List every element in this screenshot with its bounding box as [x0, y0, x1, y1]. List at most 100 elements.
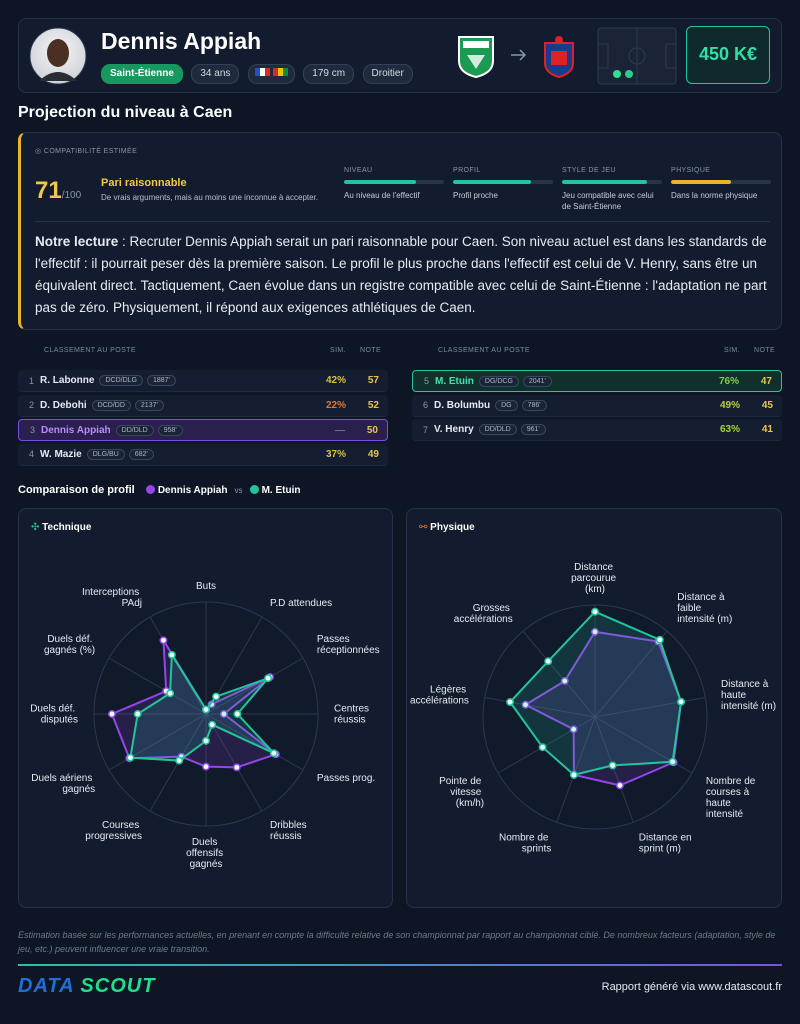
radar-point — [159, 636, 168, 645]
radar-axis-label: Distance en sprint (m) — [639, 832, 695, 854]
radar-point — [233, 710, 242, 718]
note: 50 — [366, 424, 378, 436]
comparison-legend: Comparaison de profil Dennis Appiah vs M… — [18, 484, 300, 496]
compat-label: ◎ COMPATIBILITÉ ESTIMÉE — [35, 148, 138, 155]
radar-point — [538, 743, 547, 752]
radar-axis-label: Pointe de vitesse (km/h) — [439, 776, 484, 809]
radar-axis-label: Distance à faible intensité (m) — [677, 592, 732, 625]
radar-point — [521, 700, 530, 709]
footer-line — [18, 964, 782, 966]
ranking-row: 2 D. Debohi DCD/DD 2137' 22% 52 — [18, 394, 388, 417]
radar-axis-label: Centres réussis — [334, 704, 372, 726]
score-max: /100 — [61, 190, 82, 201]
criterion-note: Dans la norme physique — [671, 191, 758, 200]
ranking-row: 5 M. Etuin DG/DCG 2041' 76% 47 — [412, 370, 782, 392]
radar-chart: Buts P.D attendues Passes réceptionnées Cen… — [30, 581, 379, 870]
radar-point — [219, 710, 228, 718]
note: 45 — [761, 399, 773, 411]
position-tag: DCD/DD — [91, 399, 131, 411]
radar-spoke — [594, 716, 634, 823]
radar-point — [655, 635, 664, 644]
radar-point — [615, 781, 624, 790]
similarity: 37% — [325, 448, 346, 460]
reading-label: Notre lecture — [35, 234, 119, 249]
radar-axis-label: Grosses accélérations — [454, 603, 513, 625]
position-tag: DCD/DLG — [99, 375, 143, 386]
criterion-label: STYLE DE JEU — [562, 167, 616, 174]
similarity: 49% — [719, 399, 740, 411]
radar-axis-label: Distance à haute intensité (m) — [721, 679, 776, 712]
footer-note: Estimation basée sur les performances ac… — [18, 930, 776, 954]
radar-card: ⚯ Physique Distance parcourue (km) Distan… — [406, 508, 782, 908]
radar-axis-label: Duels déf. gagnés (%) — [44, 634, 95, 656]
radar-spoke — [205, 657, 304, 715]
note: 47 — [760, 375, 772, 387]
criterion-note: Jeu compatible avec celui de Saint-Étien… — [562, 191, 654, 211]
player-name: M. Etuin — [435, 375, 474, 387]
radar-point — [569, 725, 578, 734]
criterion-bar — [344, 180, 416, 184]
radar-point — [591, 627, 599, 636]
radar-point — [167, 650, 176, 659]
similarity: 63% — [719, 424, 740, 435]
radar-point — [202, 705, 210, 714]
ranking-row: 7 V. Henry DD/DLD 961' 63% 41 — [412, 419, 782, 441]
radar-point — [544, 657, 553, 666]
rank-sim: SIM. — [330, 347, 346, 354]
section-title: Projection du niveau à Caen — [18, 104, 233, 121]
height-chip: 179 cm — [303, 64, 355, 84]
rank: 4 — [28, 449, 34, 459]
radar-axis-label: Nombre de sprints — [499, 832, 551, 854]
brand-right: SCOUT — [80, 975, 156, 997]
criterion: NIVEAU Au niveau de l'effectif — [344, 167, 444, 201]
radar-axis-label: Buts — [196, 581, 216, 592]
criterion: PHYSIQUE Dans la norme physique — [671, 167, 771, 201]
verdict: Pari raisonnable — [101, 177, 187, 189]
player-name: D. Bolumbu — [434, 399, 491, 411]
rank-title: CLASSEMENT AU POSTE — [44, 347, 136, 354]
minutes-tag: 958' — [157, 424, 183, 436]
player-name: R. Labonne — [40, 375, 95, 386]
ranking-row: 4 W. Mazie DLG/BU 682' 37% 49 — [18, 443, 388, 466]
radar-point — [175, 756, 184, 765]
rank: 6 — [422, 400, 428, 410]
radar-point — [264, 674, 273, 683]
player-chips: Saint-Étienne 34 ans 179 cm Droitier — [101, 64, 417, 84]
brand-left: DATA — [18, 975, 74, 997]
position-tag: DG — [495, 399, 518, 411]
criterion: STYLE DE JEU Jeu compatible avec celui de… — [562, 167, 662, 212]
radar-point — [668, 757, 677, 766]
player-name: D. Debohi — [40, 399, 87, 411]
radar-chart: Distance parcourue (km) Distance à faible… — [410, 562, 776, 854]
legend-swatch — [145, 485, 155, 494]
radar-point — [107, 710, 116, 718]
radar-point — [677, 697, 685, 706]
legend-label: M. Etuin — [261, 485, 301, 496]
player-name: Dennis Appiah — [41, 424, 111, 436]
avatar — [29, 27, 87, 85]
criterion-bar — [453, 180, 531, 184]
rank-note: NOTE — [360, 347, 382, 354]
minutes-tag: 961' — [520, 424, 546, 435]
radar-axis-label: Duels déf. disputés — [30, 704, 78, 726]
note: 41 — [761, 424, 773, 435]
rank-title: CLASSEMENT AU POSTE — [438, 347, 530, 354]
criterion-bar — [562, 180, 647, 184]
minutes-tag: 682' — [128, 448, 154, 460]
radar-point — [208, 720, 217, 729]
radar-point — [133, 710, 142, 718]
similarity: 76% — [718, 375, 739, 387]
score: 71/100 — [35, 177, 81, 205]
radar-axis-label: Nombre de courses à haute intensité — [706, 776, 758, 820]
radar-point — [608, 761, 617, 770]
header-card: Dennis Appiah Saint-Étienne 34 ans 179 c… — [18, 18, 782, 93]
minutes-tag: 2041' — [522, 375, 552, 387]
criterion-note: Profil proche — [453, 191, 498, 200]
criterion-track — [671, 180, 771, 184]
compat-card: ◎ COMPATIBILITÉ ESTIMÉE 71/100 Pari rais… — [18, 132, 782, 330]
radar-spoke — [522, 630, 596, 718]
rank-sim: SIM. — [724, 347, 740, 354]
market-value: 450 K€ — [686, 26, 770, 84]
radar-point — [202, 736, 210, 745]
